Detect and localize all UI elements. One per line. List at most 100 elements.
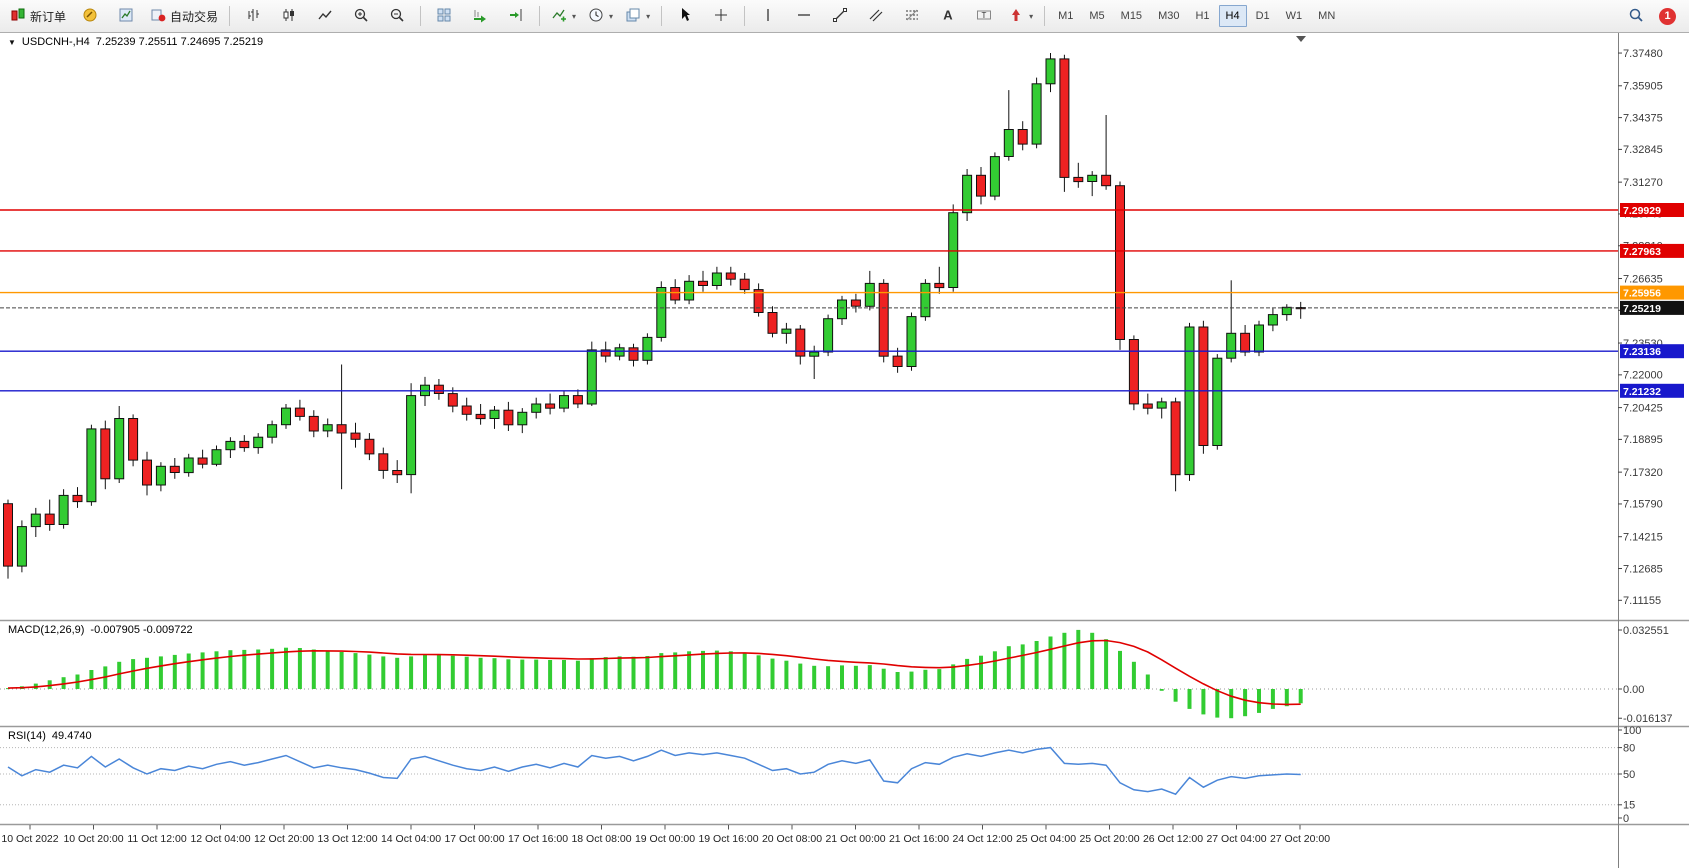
autotrading-button[interactable]: 自动交易 [145, 3, 223, 29]
one-click-panel-toggle-icon[interactable]: ▼ [8, 37, 16, 47]
zoom-out-button[interactable] [380, 3, 414, 29]
price-badge [1620, 203, 1684, 217]
text-label-tool-button[interactable]: T [967, 3, 1001, 29]
candle [364, 438, 375, 455]
timeframe-m30-button[interactable]: M30 [1158, 10, 1180, 22]
candle [656, 287, 667, 338]
fibonacci-tool-button[interactable] [895, 3, 929, 29]
vertical-line-tool-button[interactable] [751, 3, 785, 29]
cursor-icon [677, 7, 693, 26]
timeframe-w1-button[interactable]: W1 [1285, 10, 1303, 22]
search-button[interactable] [1619, 3, 1653, 29]
text-icon: A [940, 7, 956, 26]
toolbar-separator [229, 6, 231, 26]
candle [142, 459, 152, 486]
timeframe-m15-button[interactable]: M15 [1120, 10, 1143, 22]
price-axis-label: 7.17320 [1623, 467, 1663, 479]
macd-histogram-bar [1090, 632, 1095, 689]
timeframe-m1-button[interactable]: M1 [1058, 10, 1074, 22]
notification-badge[interactable]: 1 [1659, 7, 1676, 25]
metaeditor-button[interactable] [73, 3, 107, 29]
timeframe-d1-button[interactable]: D1 [1255, 10, 1270, 22]
macd-axis-label: -0.016137 [1623, 713, 1673, 725]
time-axis-label: 21 Oct 00:00 [825, 833, 885, 845]
macd-histogram-bar [1076, 629, 1081, 689]
macd-histogram-bar [1118, 650, 1122, 689]
candle [837, 299, 847, 320]
candle [58, 494, 69, 525]
price-badge-label: 7.27963 [1623, 246, 1661, 258]
vertical-line-icon [760, 7, 776, 26]
periods-button[interactable]: ▾ [583, 3, 618, 29]
time-axis-label: 25 Oct 04:00 [1016, 833, 1076, 845]
candle [948, 212, 959, 288]
chart-shift-button[interactable] [499, 3, 533, 29]
candle [628, 347, 639, 361]
time-axis-label: 21 Oct 16:00 [889, 833, 949, 845]
horizontal-line-tool-button[interactable] [787, 3, 821, 29]
periods-caret-icon: ▾ [609, 11, 614, 21]
price-badge [1620, 285, 1684, 300]
macd-histogram-bar [1257, 689, 1261, 713]
macd-histogram-bar [714, 650, 719, 689]
time-axis-label: 26 Oct 12:00 [1143, 833, 1203, 845]
svg-text:T: T [982, 10, 987, 19]
candle [892, 355, 903, 368]
text-tool-button[interactable]: A [931, 3, 965, 29]
autotrading-label: 自动交易 [170, 9, 219, 24]
macd-histogram-bar [812, 665, 817, 689]
candle [781, 328, 792, 334]
macd-histogram-bar [979, 655, 983, 689]
time-axis-label: 14 Oct 04:00 [381, 833, 441, 845]
rsi-pane [0, 746, 1618, 806]
candle [600, 349, 611, 357]
market-watch-button[interactable] [109, 3, 143, 29]
macd-histogram-bar [673, 652, 678, 689]
macd-histogram-bar [145, 657, 149, 689]
zoom-out-icon [389, 7, 405, 26]
candle [962, 174, 973, 214]
price-badges: 7.29929 7.27963 7.25956 7.23136 7.21232 7.252… [1620, 203, 1684, 398]
line-chart-mode-button[interactable] [308, 3, 342, 29]
candlestick-mode-button[interactable] [272, 3, 306, 29]
candle [934, 282, 945, 289]
candle [711, 272, 722, 286]
candle [753, 289, 764, 314]
macd-histogram-bar [1187, 689, 1192, 709]
equidistant-channel-tool-button[interactable] [859, 3, 893, 29]
trendline-tool-button[interactable] [823, 3, 857, 29]
time-axis-label: 19 Oct 00:00 [635, 833, 695, 845]
macd-histogram-bar [965, 658, 970, 689]
price-axis-label: 7.26635 [1623, 273, 1663, 285]
indicators-icon [551, 7, 567, 26]
chart-shift-icon [508, 7, 524, 26]
candle [1115, 185, 1125, 340]
shift-marker-icon[interactable] [1296, 36, 1306, 42]
macd-histogram-bar [589, 658, 594, 689]
tile-windows-button[interactable] [427, 3, 461, 29]
crosshair-tool-button[interactable] [704, 3, 738, 29]
arrows-tool-button[interactable]: ▾ [1003, 3, 1038, 29]
timeframe-m5-button[interactable]: M5 [1089, 10, 1105, 22]
horizontal-line-icon [796, 7, 812, 26]
candle [823, 318, 834, 353]
indicators-button[interactable]: ▾ [546, 3, 581, 29]
macd-histogram-bar [895, 672, 900, 689]
zoom-in-button[interactable] [344, 3, 378, 29]
new-order-button[interactable]: 新订单 [5, 3, 71, 29]
time-axis-label: 17 Oct 00:00 [444, 833, 504, 845]
market-watch-icon [118, 7, 134, 26]
auto-scroll-button[interactable] [463, 3, 497, 29]
templates-button[interactable]: ▾ [620, 3, 655, 29]
cursor-tool-button[interactable] [668, 3, 702, 29]
macd-histogram-bar [756, 655, 761, 689]
timeframe-mn-button[interactable]: MN [1318, 10, 1336, 22]
bar-chart-mode-button[interactable] [236, 3, 270, 29]
timeframe-h4-button[interactable]: H4 [1218, 5, 1247, 27]
candle [183, 457, 194, 474]
price-axis-label: 7.20425 [1623, 402, 1663, 414]
timeframe-h1-button[interactable]: H1 [1195, 10, 1210, 22]
candle [545, 403, 556, 409]
macd-histogram-bar [631, 656, 636, 689]
